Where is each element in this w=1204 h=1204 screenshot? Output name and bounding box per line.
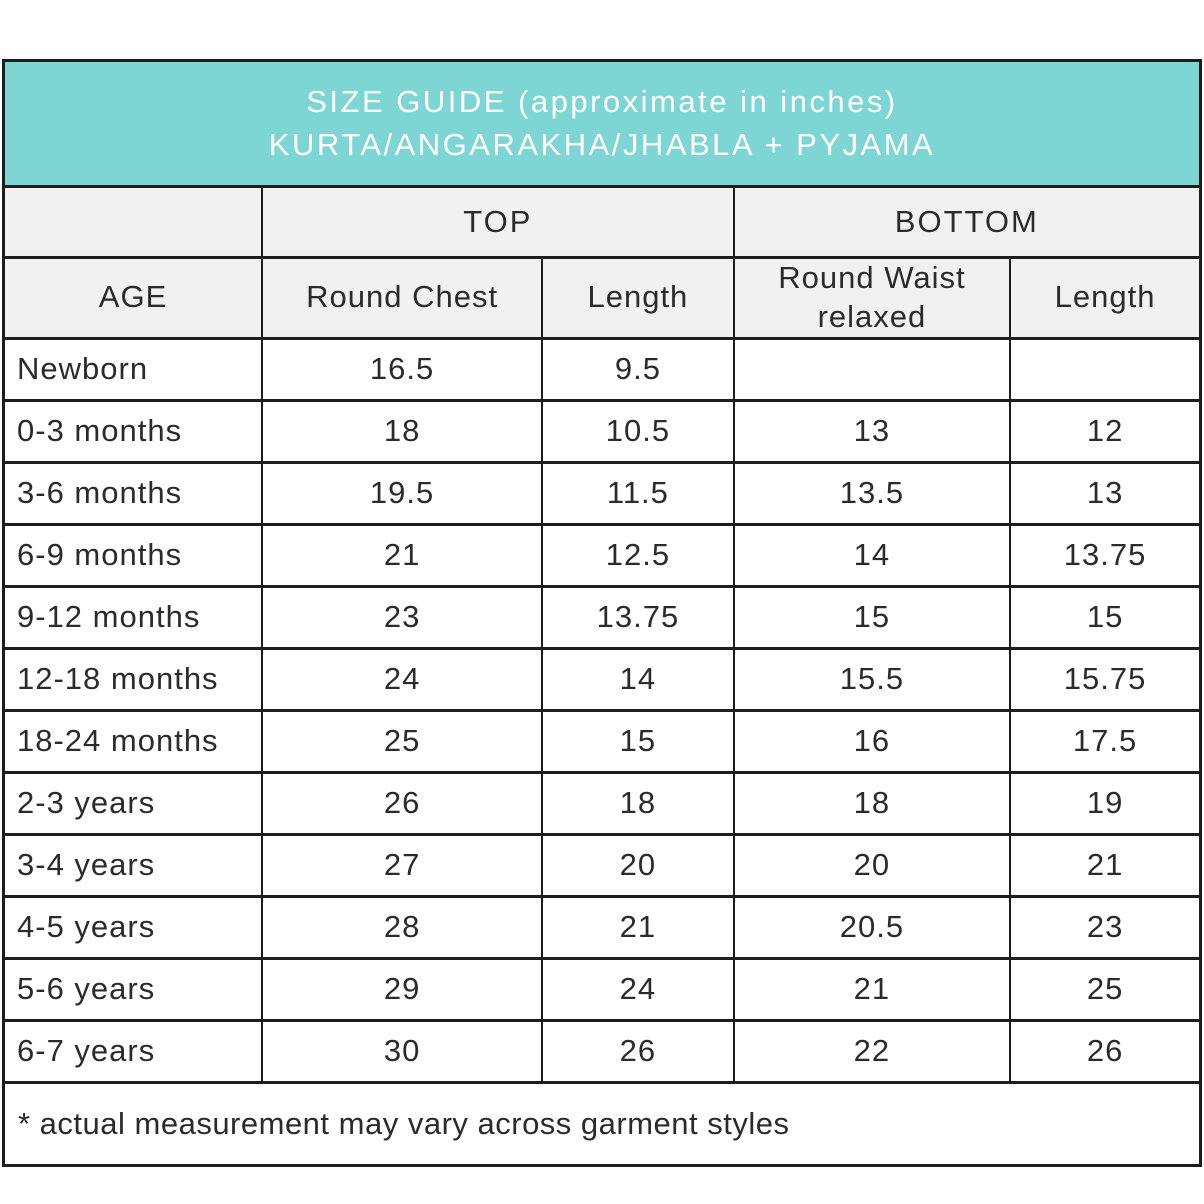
column-header-bottom-length: Length — [1009, 256, 1202, 340]
top-length-cell: 26 — [541, 1018, 735, 1084]
column-header-age: AGE — [2, 256, 264, 340]
round-chest-cell: 18 — [261, 398, 544, 464]
round-chest-cell: 16.5 — [261, 336, 544, 402]
table-row: 9-12 months 23 13.75 15 15 — [2, 584, 1202, 650]
bottom-length-cell: 17.5 — [1009, 708, 1202, 774]
table-title-banner: SIZE GUIDE (approximate in inches) KURTA… — [2, 59, 1202, 188]
top-length-cell: 12.5 — [541, 522, 735, 588]
age-cell: 12-18 months — [2, 646, 264, 712]
age-cell: 5-6 years — [2, 956, 264, 1022]
top-length-cell: 20 — [541, 832, 735, 898]
round-chest-cell: 28 — [261, 894, 544, 960]
table-row: 2-3 years 26 18 18 19 — [2, 770, 1202, 836]
bottom-length-cell: 13 — [1009, 460, 1202, 526]
title-line-1: SIZE GUIDE (approximate in inches) — [306, 83, 898, 119]
age-cell: 9-12 months — [2, 584, 264, 650]
round-chest-cell: 23 — [261, 584, 544, 650]
group-header-row: TOP BOTTOM — [2, 185, 1202, 259]
table-body: Newborn 16.5 9.5 0-3 months 18 10.5 13 12 3-6 mo… — [2, 336, 1202, 1084]
top-length-cell: 14 — [541, 646, 735, 712]
round-waist-cell: 18 — [732, 770, 1012, 836]
top-length-cell: 11.5 — [541, 460, 735, 526]
round-waist-cell: 13 — [732, 398, 1012, 464]
round-chest-cell: 21 — [261, 522, 544, 588]
round-waist-cell: 14 — [732, 522, 1012, 588]
table-row: 6-7 years 30 26 22 26 — [2, 1018, 1202, 1084]
age-cell: 4-5 years — [2, 894, 264, 960]
round-chest-cell: 25 — [261, 708, 544, 774]
top-length-cell: 10.5 — [541, 398, 735, 464]
round-waist-cell: 15 — [732, 584, 1012, 650]
top-length-cell: 18 — [541, 770, 735, 836]
bottom-length-cell: 15.75 — [1009, 646, 1202, 712]
bottom-length-cell: 25 — [1009, 956, 1202, 1022]
title-line-2: KURTA/ANGARAKHA/JHABLA + PYJAMA — [268, 126, 936, 162]
group-header-bottom: BOTTOM — [732, 185, 1202, 259]
round-chest-cell: 26 — [261, 770, 544, 836]
top-length-cell: 21 — [541, 894, 735, 960]
table-row: 12-18 months 24 14 15.5 15.75 — [2, 646, 1202, 712]
round-waist-cell: 22 — [732, 1018, 1012, 1084]
column-header-top-length: Length — [541, 256, 735, 340]
column-header-round-waist: Round Waist relaxed — [732, 256, 1012, 340]
round-waist-cell: 21 — [732, 956, 1012, 1022]
table-row: 4-5 years 28 21 20.5 23 — [2, 894, 1202, 960]
age-cell: 6-9 months — [2, 522, 264, 588]
bottom-length-cell: 13.75 — [1009, 522, 1202, 588]
column-header-round-chest: Round Chest — [261, 256, 544, 340]
age-cell: 3-4 years — [2, 832, 264, 898]
bottom-length-cell: 12 — [1009, 398, 1202, 464]
footnote: * actual measurement may vary across gar… — [2, 1080, 1202, 1167]
group-header-top: TOP — [261, 185, 735, 259]
age-cell: 2-3 years — [2, 770, 264, 836]
round-chest-cell: 24 — [261, 646, 544, 712]
top-length-cell: 13.75 — [541, 584, 735, 650]
round-waist-cell: 16 — [732, 708, 1012, 774]
bottom-length-cell: 23 — [1009, 894, 1202, 960]
table-row: 18-24 months 25 15 16 17.5 — [2, 708, 1202, 774]
round-waist-cell: 20 — [732, 832, 1012, 898]
footnote-row: * actual measurement may vary across gar… — [2, 1080, 1202, 1167]
bottom-length-cell: 21 — [1009, 832, 1202, 898]
table-row: 5-6 years 29 24 21 25 — [2, 956, 1202, 1022]
bottom-length-cell — [1009, 336, 1202, 402]
bottom-length-cell: 19 — [1009, 770, 1202, 836]
table-row: 0-3 months 18 10.5 13 12 — [2, 398, 1202, 464]
round-chest-cell: 29 — [261, 956, 544, 1022]
top-length-cell: 24 — [541, 956, 735, 1022]
table-row: Newborn 16.5 9.5 — [2, 336, 1202, 402]
round-waist-cell — [732, 336, 1012, 402]
round-waist-cell: 15.5 — [732, 646, 1012, 712]
title-row: SIZE GUIDE (approximate in inches) KURTA… — [2, 59, 1202, 188]
size-guide-table: SIZE GUIDE (approximate in inches) KURTA… — [2, 59, 1202, 1167]
round-chest-cell: 27 — [261, 832, 544, 898]
bottom-length-cell: 15 — [1009, 584, 1202, 650]
round-chest-cell: 30 — [261, 1018, 544, 1084]
age-cell: 3-6 months — [2, 460, 264, 526]
round-chest-cell: 19.5 — [261, 460, 544, 526]
top-length-cell: 9.5 — [541, 336, 735, 402]
top-length-cell: 15 — [541, 708, 735, 774]
bottom-length-cell: 26 — [1009, 1018, 1202, 1084]
round-waist-cell: 13.5 — [732, 460, 1012, 526]
table-row: 3-4 years 27 20 20 21 — [2, 832, 1202, 898]
column-header-row: AGE Round Chest Length Round Waist relax… — [2, 256, 1202, 340]
round-waist-cell: 20.5 — [732, 894, 1012, 960]
age-cell: 18-24 months — [2, 708, 264, 774]
corner-empty-cell — [2, 185, 264, 259]
age-cell: Newborn — [2, 336, 264, 402]
age-cell: 6-7 years — [2, 1018, 264, 1084]
table-row: 6-9 months 21 12.5 14 13.75 — [2, 522, 1202, 588]
table-row: 3-6 months 19.5 11.5 13.5 13 — [2, 460, 1202, 526]
age-cell: 0-3 months — [2, 398, 264, 464]
